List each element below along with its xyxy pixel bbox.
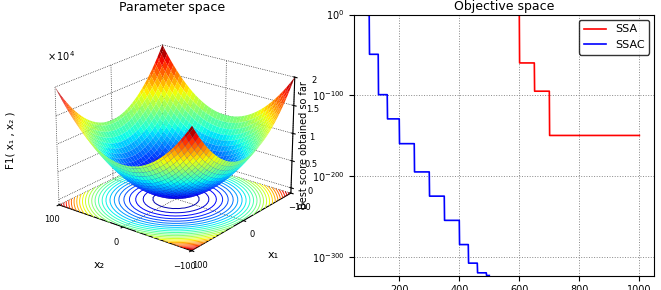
- Y-axis label: x₁: x₁: [268, 251, 278, 260]
- SSAC: [485, 274, 493, 277]
- SSA: [516, 61, 524, 65]
- SSA: [336, 13, 344, 16]
- SSA: [605, 134, 613, 137]
- X-axis label: x₂: x₂: [94, 260, 104, 270]
- SSA: [531, 89, 539, 93]
- Text: F1( x₁ , x₂ ): F1( x₁ , x₂ ): [6, 111, 16, 168]
- SSAC: [464, 243, 472, 246]
- SSA: [621, 134, 629, 137]
- SSA: [516, 13, 524, 17]
- SSAC: [347, 13, 355, 17]
- SSAC: [474, 271, 482, 275]
- SSAC: [483, 271, 490, 275]
- SSAC: [395, 142, 403, 145]
- SSAC: [336, 13, 344, 16]
- SSA: [395, 13, 403, 17]
- Title: Parameter space: Parameter space: [120, 1, 225, 14]
- SSAC: [425, 170, 433, 174]
- Line: SSA: SSA: [340, 14, 639, 135]
- SSAC: [366, 14, 373, 17]
- SSA: [546, 134, 554, 137]
- SSAC: [426, 194, 434, 198]
- SSA: [561, 134, 568, 137]
- SSAC: [366, 52, 373, 56]
- SSAC: [383, 93, 391, 96]
- SSAC: [441, 219, 449, 222]
- SSA: [545, 89, 553, 93]
- SSA: [344, 13, 352, 17]
- SSA: [455, 13, 463, 17]
- SSA: [410, 13, 418, 17]
- SSAC: [395, 117, 403, 121]
- SSAC: [440, 194, 448, 198]
- SSA: [500, 13, 508, 17]
- SSA: [380, 13, 388, 17]
- SSA: [471, 13, 479, 17]
- SSAC: [465, 261, 473, 265]
- SSA: [575, 134, 583, 137]
- SSA: [590, 134, 598, 137]
- SSAC: [455, 219, 463, 222]
- SSA: [362, 13, 370, 17]
- Y-axis label: Best score obtained so far: Best score obtained so far: [299, 81, 309, 209]
- SSAC: [410, 142, 418, 145]
- Text: $\times\,10^4$: $\times\,10^4$: [47, 50, 75, 64]
- SSA: [485, 13, 493, 17]
- SSAC: [374, 52, 382, 56]
- SSAC: [410, 170, 418, 174]
- Title: Objective space: Objective space: [454, 0, 555, 13]
- SSAC: [360, 13, 368, 17]
- SSAC: [359, 13, 367, 17]
- SSA: [354, 13, 362, 17]
- SSA: [362, 13, 370, 17]
- Line: SSAC: SSAC: [340, 14, 489, 276]
- SSAC: [348, 13, 356, 17]
- SSAC: [383, 117, 391, 121]
- SSA: [530, 61, 538, 65]
- SSA: [344, 13, 352, 16]
- SSAC: [473, 261, 481, 265]
- SSA: [425, 13, 433, 17]
- SSAC: [483, 274, 490, 277]
- SSA: [635, 134, 643, 137]
- Legend: SSA, SSAC: SSA, SSAC: [579, 20, 649, 55]
- SSA: [440, 13, 448, 17]
- SSAC: [455, 243, 463, 246]
- SSA: [366, 13, 373, 17]
- SSAC: [375, 93, 383, 96]
- SSA: [353, 13, 361, 17]
